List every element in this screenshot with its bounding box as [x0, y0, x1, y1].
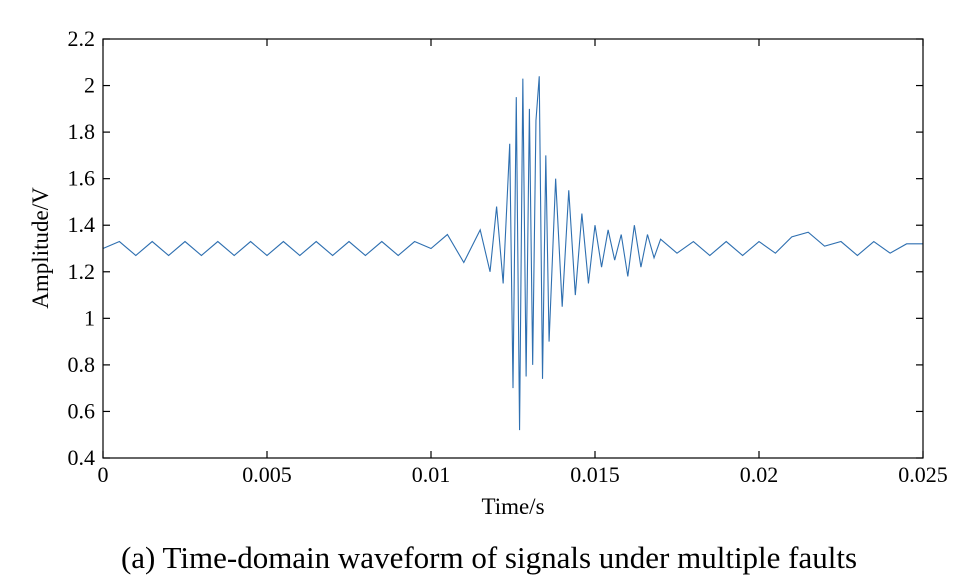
- y-tick-label: 1.8: [68, 119, 96, 144]
- x-axis-label: Time/s: [481, 494, 544, 519]
- y-tick-label: 2.2: [68, 26, 96, 51]
- x-tick-label: 0.01: [412, 462, 451, 487]
- waveform-chart: 0.4 0.6 0.8 1 1.2 1.4 1.6 1.8 2 2.2 0 0.005 0.01 0.0…: [28, 26, 948, 519]
- x-tick-label: 0.025: [898, 462, 948, 487]
- y-tick-label: 2: [84, 73, 95, 98]
- y-tick-label: 0.8: [68, 352, 96, 377]
- y-tick-labels: 0.4 0.6 0.8 1 1.2 1.4 1.6 1.8 2 2.2: [68, 26, 96, 470]
- y-tick-label: 1.4: [68, 212, 96, 237]
- x-tick-labels: 0 0.005 0.01 0.015 0.02 0.025: [98, 462, 948, 487]
- x-tick-label: 0.005: [242, 462, 292, 487]
- y-axis-label: Amplitude/V: [28, 187, 53, 309]
- plot-frame: [102, 38, 924, 459]
- series-line: [102, 76, 923, 431]
- y-tick-label: 1.6: [68, 166, 96, 191]
- y-tick-label: 1.2: [68, 259, 96, 284]
- figure-caption: (a) Time-domain waveform of signals unde…: [120, 540, 858, 575]
- x-tick-label: 0: [98, 462, 109, 487]
- y-tick-label: 0.6: [68, 398, 96, 423]
- x-tick-label: 0.02: [740, 462, 779, 487]
- y-tick-label: 1: [84, 305, 95, 330]
- y-tick-label: 0.4: [68, 445, 96, 470]
- x-tick-label: 0.015: [570, 462, 620, 487]
